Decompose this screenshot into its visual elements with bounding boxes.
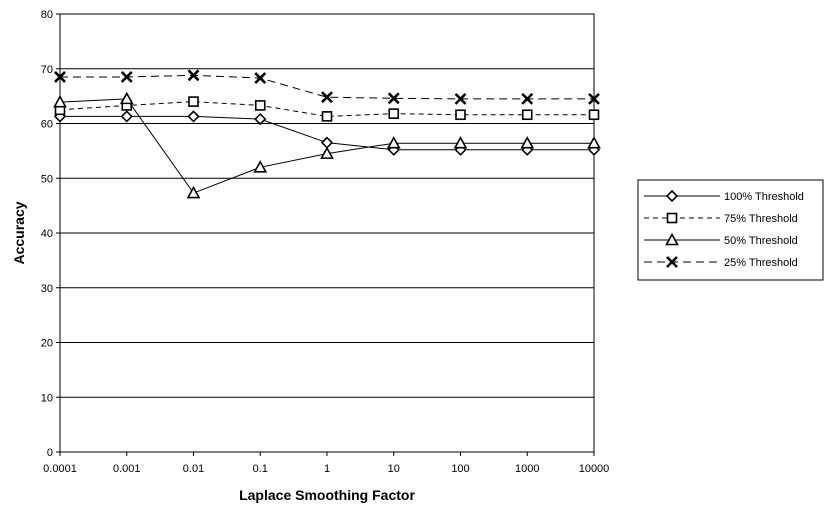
x-tick-label: 10000 bbox=[579, 463, 610, 475]
data-point bbox=[454, 92, 467, 105]
data-point bbox=[253, 160, 268, 173]
legend-label: 100% Threshold bbox=[724, 191, 804, 203]
series-3 bbox=[53, 91, 601, 199]
data-point bbox=[453, 136, 468, 149]
legend-label: 25% Threshold bbox=[724, 257, 798, 269]
legend-item: 25% Threshold bbox=[644, 256, 798, 269]
legend-marker bbox=[666, 212, 678, 224]
y-tick-label: 0 bbox=[47, 447, 53, 459]
legend-label: 50% Threshold bbox=[724, 235, 798, 247]
data-point bbox=[388, 108, 400, 119]
x-axis-title: Laplace Smoothing Factor bbox=[239, 487, 415, 503]
data-point bbox=[455, 109, 466, 121]
data-point bbox=[187, 110, 200, 123]
data-point bbox=[120, 71, 133, 83]
series-line bbox=[60, 74, 594, 100]
data-point bbox=[321, 91, 333, 104]
data-point bbox=[254, 72, 267, 84]
x-tick-label: 0.1 bbox=[253, 463, 268, 475]
y-tick-label: 20 bbox=[41, 338, 53, 350]
legend-marker bbox=[666, 256, 678, 268]
y-axis-ticks: 0 10 20 30 40 50 60 70 80 bbox=[41, 9, 60, 459]
y-tick-label: 70 bbox=[41, 64, 53, 76]
x-tick-label: 0.001 bbox=[113, 463, 141, 475]
data-point bbox=[120, 110, 133, 123]
data-point bbox=[188, 96, 199, 107]
x-tick-label: 0.01 bbox=[183, 463, 204, 475]
x-axis-ticks: 0.0001 0.001 0.01 0.1 1 10 100 1000 10000 bbox=[43, 452, 609, 475]
data-point bbox=[187, 69, 200, 82]
x-tick-label: 10 bbox=[388, 463, 400, 475]
data-point bbox=[521, 109, 533, 121]
data-point bbox=[54, 71, 66, 83]
data-point bbox=[588, 92, 600, 105]
data-point bbox=[119, 91, 134, 105]
y-tick-label: 30 bbox=[41, 283, 53, 295]
data-point bbox=[53, 94, 67, 108]
series-4 bbox=[54, 69, 600, 105]
y-axis-title: Accuracy bbox=[11, 201, 27, 264]
data-point bbox=[387, 92, 400, 105]
legend-item: 50% Threshold bbox=[644, 232, 798, 247]
legend-item: 100% Threshold bbox=[644, 189, 804, 203]
series-layer bbox=[53, 69, 601, 199]
data-point bbox=[521, 92, 534, 105]
data-point bbox=[186, 185, 201, 199]
y-tick-label: 80 bbox=[41, 9, 53, 21]
legend-item: 75% Threshold bbox=[644, 212, 798, 225]
data-point bbox=[588, 109, 600, 121]
data-point bbox=[320, 136, 334, 149]
gridlines bbox=[60, 68, 594, 398]
x-tick-label: 100 bbox=[451, 463, 469, 475]
y-tick-label: 40 bbox=[41, 228, 53, 240]
y-tick-label: 10 bbox=[41, 392, 53, 404]
legend-label: 75% Threshold bbox=[724, 213, 798, 225]
data-point bbox=[321, 111, 333, 122]
data-point bbox=[520, 136, 535, 149]
y-tick-label: 60 bbox=[41, 119, 53, 131]
data-point bbox=[254, 100, 266, 111]
x-tick-label: 0.0001 bbox=[43, 463, 77, 475]
data-point bbox=[587, 136, 601, 149]
legend-marker bbox=[665, 189, 679, 203]
x-tick-label: 1 bbox=[324, 463, 330, 475]
legend: 100% Threshold 75% Threshold 50% Threshold… bbox=[637, 179, 824, 281]
x-tick-label: 1000 bbox=[515, 463, 539, 475]
y-tick-label: 50 bbox=[41, 173, 53, 185]
series-2 bbox=[54, 96, 600, 122]
data-point bbox=[254, 112, 267, 126]
data-point bbox=[320, 146, 334, 159]
legend-marker bbox=[665, 232, 679, 246]
data-point bbox=[386, 136, 401, 149]
